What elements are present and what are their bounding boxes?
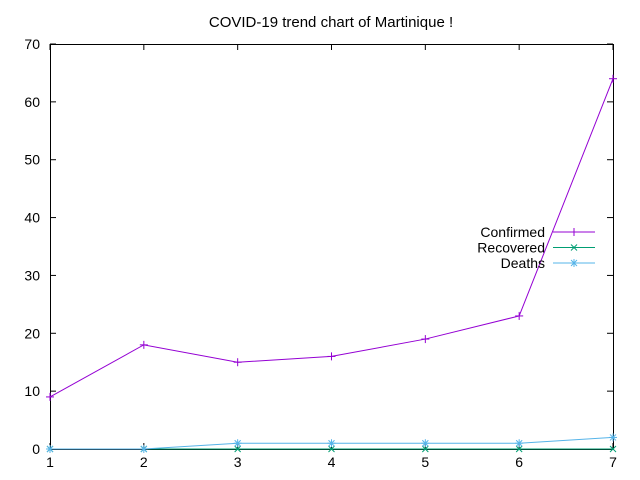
legend-marker	[570, 228, 578, 236]
series-confirmed	[46, 74, 617, 401]
x-tick-label: 3	[234, 454, 242, 470]
confirmed-point	[515, 311, 524, 320]
deaths-point	[421, 439, 430, 448]
legend-marker	[570, 259, 578, 267]
deaths-point	[233, 439, 242, 448]
x-tick-label: 2	[140, 454, 148, 470]
plot-area	[46, 74, 617, 453]
legend-label: Deaths	[501, 255, 545, 271]
deaths-point	[327, 439, 336, 448]
x-tick-label: 4	[328, 454, 336, 470]
y-tick-label: 0	[32, 441, 40, 457]
confirmed-point	[46, 392, 54, 401]
confirmed-point	[327, 352, 336, 361]
x-tick-label: 5	[421, 454, 429, 470]
deaths-point	[609, 433, 617, 442]
y-tick-label: 50	[24, 152, 40, 168]
confirmed-point	[609, 74, 617, 83]
y-tick-label: 20	[24, 325, 40, 341]
legend-item-confirmed: Confirmed	[480, 224, 595, 240]
y-axis: 0 10 20 30 40 50 60 70	[24, 36, 613, 457]
legend-item-deaths: Deaths	[501, 255, 595, 271]
legend-marker	[570, 244, 578, 251]
series-deaths	[46, 433, 617, 453]
deaths-point	[46, 445, 54, 453]
y-tick-label: 30	[24, 267, 40, 283]
recovered-point	[421, 445, 429, 453]
x-tick-label: 7	[609, 454, 617, 470]
y-tick-label: 40	[24, 210, 40, 226]
recovered-point	[609, 445, 617, 453]
y-tick-label: 60	[24, 94, 40, 110]
x-tick-label: 1	[46, 454, 54, 470]
x-tick-label: 6	[515, 454, 523, 470]
y-tick-label: 10	[24, 383, 40, 399]
confirmed-point	[233, 358, 242, 367]
recovered-point	[328, 445, 335, 453]
recovered-point	[515, 445, 523, 453]
y-tick-label: 70	[24, 36, 40, 52]
chart-title: COVID-19 trend chart of Martinique !	[209, 14, 453, 31]
legend-label: Recovered	[477, 240, 545, 256]
confirmed-point	[421, 335, 430, 344]
recovered-point	[234, 445, 242, 453]
deaths-point	[139, 445, 148, 453]
legend-item-recovered: Recovered	[477, 240, 595, 256]
confirmed-point	[139, 340, 148, 349]
deaths-point	[515, 439, 524, 448]
legend-label: Confirmed	[480, 224, 545, 240]
